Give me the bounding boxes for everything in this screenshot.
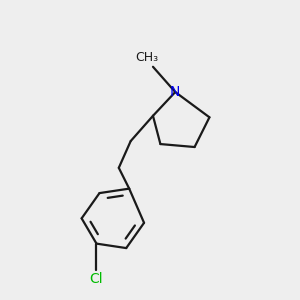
Text: N: N (170, 85, 181, 99)
Text: Cl: Cl (90, 272, 103, 286)
Text: CH₃: CH₃ (136, 51, 159, 64)
